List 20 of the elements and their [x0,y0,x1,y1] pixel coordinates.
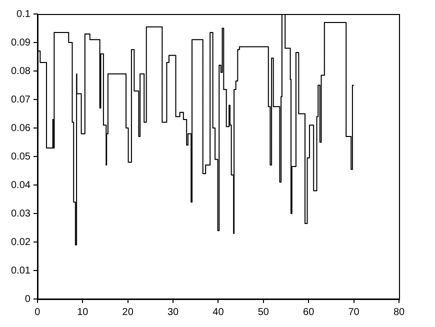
x-tick-label: 50 [258,306,270,318]
x-tick-label: 70 [348,306,360,318]
y-tick-label: 0.04 [10,180,31,191]
x-tick-label: 60 [303,306,315,318]
x-tick-label: 40 [212,306,224,318]
y-tick-label: 0.02 [10,236,31,248]
y-tick-label: 0 [24,294,31,305]
y-tick-label: 0.01 [10,265,31,276]
x-tick-label: 80 [393,306,405,318]
x-tick-label: 30 [167,306,180,318]
y-tick-label: 0.09 [10,37,31,48]
x-tick-label: 20 [122,306,134,318]
y-tick-label: 0.06 [10,122,31,134]
y-tick-label: 0.08 [10,66,31,77]
x-tick-label: 0 [34,306,41,318]
y-tick-label: 0.1 [16,8,31,20]
y-tick-label: 0.05 [10,151,31,162]
y-tick-label: 0.07 [10,94,31,106]
x-tick-label: 10 [77,306,89,318]
y-tick-label: 0.03 [10,208,31,220]
